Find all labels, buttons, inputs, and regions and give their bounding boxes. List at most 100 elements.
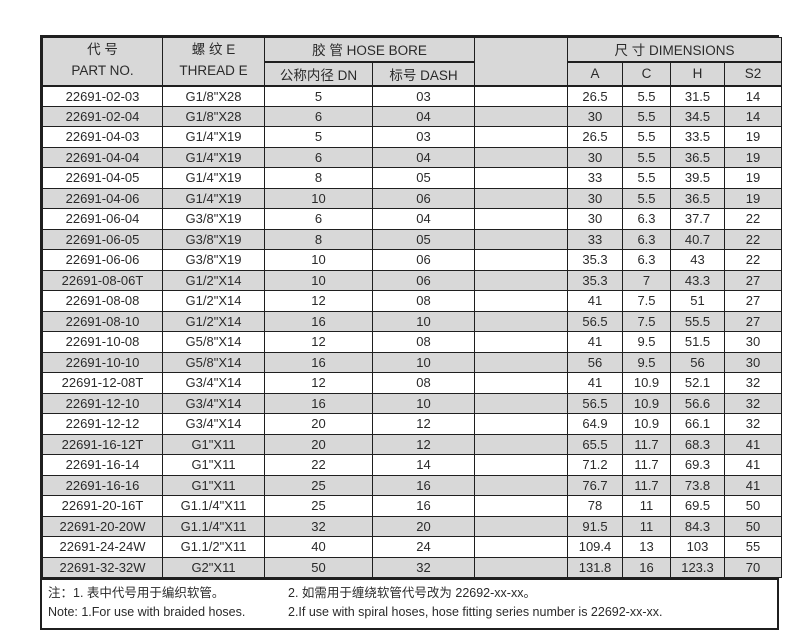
table-row: 22691-12-08T G3/4"X14 12 08 41 10.9 52.1 32 [42, 372, 783, 394]
cell-dash: 03 [372, 126, 475, 148]
cell-blank [474, 372, 568, 394]
table-body: 22691-02-03 G1/8"X28 5 03 26.5 5.5 31.5 14 22691… [42, 85, 783, 578]
table-row: 22691-06-04 G3/8"X19 6 04 30 6.3 37.7 22 [42, 208, 783, 230]
cell-dash: 03 [372, 85, 475, 107]
cell-dim-s2: 19 [723, 126, 783, 148]
table-row: 22691-02-03 G1/8"X28 5 03 26.5 5.5 31.5 14 [42, 85, 783, 107]
cell-blank [474, 556, 568, 578]
cell-dn: 8 [264, 228, 373, 250]
cell-dim-a: 64.9 [567, 413, 623, 435]
cell-dim-c: 11.7 [622, 433, 671, 455]
cell-thread-e: G3/8"X19 [162, 208, 265, 230]
cell-dn: 25 [264, 495, 373, 517]
cell-dn: 20 [264, 433, 373, 455]
cell-dim-h: 39.5 [670, 167, 725, 189]
cell-part-no: 22691-06-05 [42, 228, 163, 250]
cell-dn: 40 [264, 536, 373, 558]
table-row: 22691-20-20W G1.1/4"X11 32 20 91.5 11 84.3 50 [42, 515, 783, 537]
table-row: 22691-16-16 G1"X11 25 16 76.7 11.7 73.8 41 [42, 474, 783, 496]
cell-dim-c: 9.5 [622, 331, 671, 353]
cell-part-no: 22691-06-06 [42, 249, 163, 271]
cell-thread-e: G1/4"X19 [162, 146, 265, 168]
cell-dim-h: 55.5 [670, 310, 725, 332]
cell-dn: 10 [264, 187, 373, 209]
cell-dim-c: 7 [622, 269, 671, 291]
cell-dn: 16 [264, 392, 373, 414]
notes-box: 注：1. 表中代号用于编织软管。 2. 如需用于缠绕软管代号改为 22692-x… [42, 578, 777, 628]
cell-dash: 24 [372, 536, 475, 558]
cell-dash: 05 [372, 228, 475, 250]
cell-blank [474, 269, 568, 291]
cell-dn: 8 [264, 167, 373, 189]
cell-dim-c: 13 [622, 536, 671, 558]
table-row: 22691-10-10 G5/8"X14 16 10 56 9.5 56 30 [42, 351, 783, 373]
cell-dim-c: 10.9 [622, 372, 671, 394]
cell-dim-a: 56.5 [567, 392, 623, 414]
cell-blank [474, 495, 568, 517]
cell-dash: 10 [372, 351, 475, 373]
cell-dim-c: 10.9 [622, 413, 671, 435]
cell-dash: 10 [372, 310, 475, 332]
header-group-row: 代 号 PART NO. 螺 纹 E THREAD E 胶 管 HOSE BOR… [42, 37, 783, 87]
cell-dim-a: 78 [567, 495, 623, 517]
cell-part-no: 22691-04-04 [42, 146, 163, 168]
cell-dash: 10 [372, 392, 475, 414]
cell-dim-c: 5.5 [622, 167, 671, 189]
cell-dim-a: 35.3 [567, 249, 623, 271]
cell-thread-e: G1"X11 [162, 433, 265, 455]
cell-part-no: 22691-16-14 [42, 454, 163, 476]
cell-dim-a: 30 [567, 105, 623, 127]
cell-dn: 5 [264, 85, 373, 107]
cell-thread-e: G3/8"X19 [162, 249, 265, 271]
cell-dim-a: 71.2 [567, 454, 623, 476]
table-row: 22691-04-04 G1/4"X19 6 04 30 5.5 36.5 19 [42, 146, 783, 168]
table-row: 22691-06-05 G3/8"X19 8 05 33 6.3 40.7 22 [42, 228, 783, 250]
cell-part-no: 22691-12-12 [42, 413, 163, 435]
cell-blank [474, 536, 568, 558]
cell-dash: 05 [372, 167, 475, 189]
cell-dash: 20 [372, 515, 475, 537]
cell-dn: 10 [264, 249, 373, 271]
cell-dim-h: 56.6 [670, 392, 725, 414]
cell-dim-c: 7.5 [622, 290, 671, 312]
cell-dn: 20 [264, 413, 373, 435]
cell-thread-e: G5/8"X14 [162, 331, 265, 353]
fittings-table: 代 号 PART NO. 螺 纹 E THREAD E 胶 管 HOSE BOR… [42, 37, 783, 578]
cell-dash: 06 [372, 249, 475, 271]
cell-thread-e: G1.1/4"X11 [162, 515, 265, 537]
cell-dim-c: 6.3 [622, 228, 671, 250]
cell-dash: 06 [372, 269, 475, 291]
table-row: 22691-12-12 G3/4"X14 20 12 64.9 10.9 66.1 32 [42, 413, 783, 435]
cell-dim-s2: 19 [723, 167, 783, 189]
cell-dn: 5 [264, 126, 373, 148]
cell-dn: 22 [264, 454, 373, 476]
cell-part-no: 22691-04-03 [42, 126, 163, 148]
cell-dim-h: 69.5 [670, 495, 725, 517]
cell-dim-s2: 41 [723, 454, 783, 476]
cell-part-no: 22691-20-20W [42, 515, 163, 537]
cell-dash: 16 [372, 474, 475, 496]
cell-dim-a: 33 [567, 228, 623, 250]
cell-part-no: 22691-04-06 [42, 187, 163, 209]
cell-dim-c: 9.5 [622, 351, 671, 373]
cell-blank [474, 85, 568, 107]
cell-dim-s2: 19 [723, 146, 783, 168]
header-thread-zh: 螺 纹 E [191, 42, 236, 58]
table-row: 22691-08-10 G1/2"X14 16 10 56.5 7.5 55.5 27 [42, 310, 783, 332]
cell-dim-c: 5.5 [622, 126, 671, 148]
cell-dim-a: 41 [567, 372, 623, 394]
cell-dim-s2: 32 [723, 392, 783, 414]
cell-dim-h: 36.5 [670, 187, 725, 209]
cell-dn: 25 [264, 474, 373, 496]
cell-thread-e: G1/2"X14 [162, 269, 265, 291]
cell-part-no: 22691-02-03 [42, 85, 163, 107]
cell-dim-h: 69.3 [670, 454, 725, 476]
cell-dim-h: 37.7 [670, 208, 725, 230]
cell-dn: 50 [264, 556, 373, 578]
cell-dim-s2: 50 [723, 495, 783, 517]
cell-part-no: 22691-02-04 [42, 105, 163, 127]
cell-dim-s2: 55 [723, 536, 783, 558]
cell-dim-h: 43.3 [670, 269, 725, 291]
cell-blank [474, 351, 568, 373]
cell-dn: 32 [264, 515, 373, 537]
